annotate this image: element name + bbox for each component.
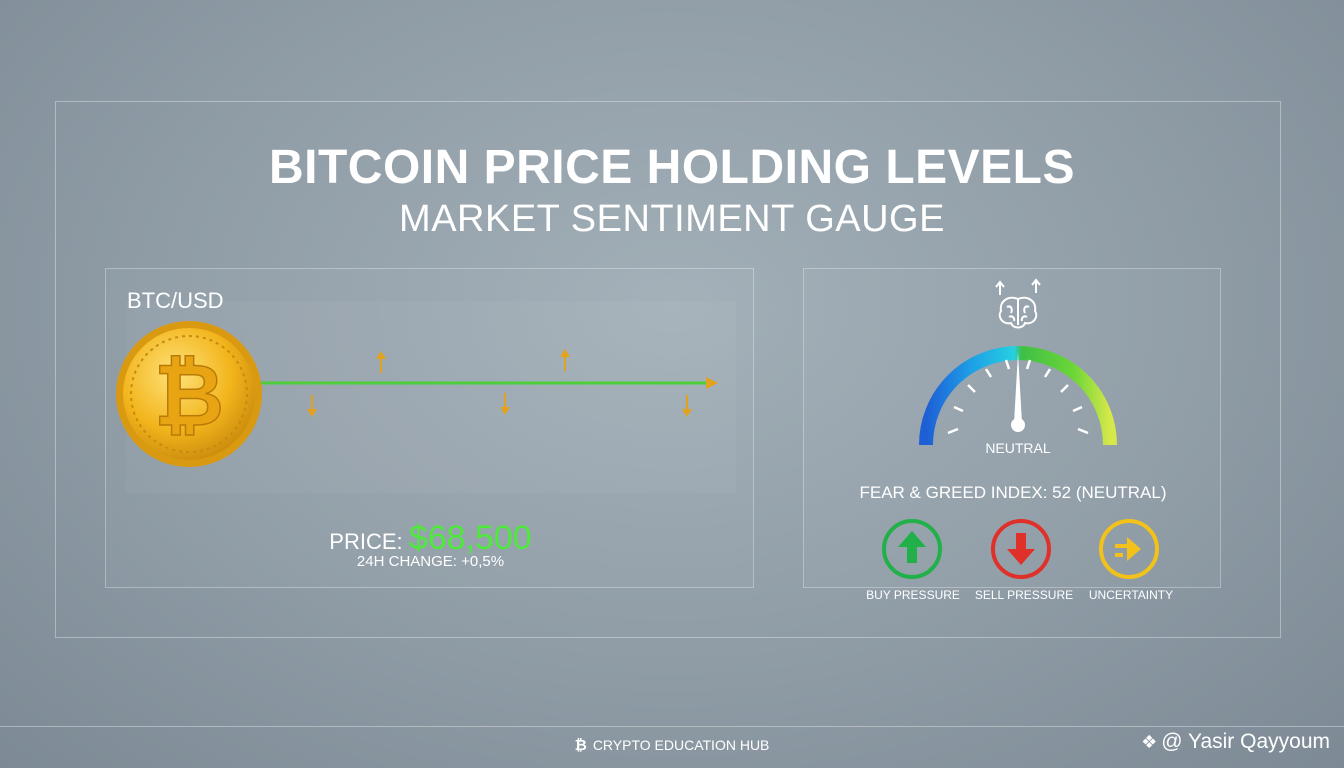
arrow-right-icon bbox=[1099, 519, 1159, 579]
sell-pressure-label: SELL PRESSURE bbox=[974, 588, 1074, 602]
down-arrow-icon bbox=[307, 395, 317, 417]
up-arrow-icon bbox=[376, 351, 386, 373]
brain-icon bbox=[995, 278, 1041, 329]
arrow-up-icon bbox=[882, 519, 942, 579]
change-readout: 24H CHANGE: +0,5% bbox=[356, 553, 505, 570]
down-arrow-icon bbox=[500, 393, 510, 415]
svg-text:₿: ₿ bbox=[154, 346, 224, 446]
indicator-buy-pressure bbox=[857, 517, 967, 581]
price-label: PRICE: bbox=[329, 529, 403, 554]
watermark-text: @ Yasir Qayyoum bbox=[1161, 730, 1330, 753]
watermark: ❖ @ Yasir Qayyoum bbox=[1141, 730, 1330, 754]
sentiment-gauge bbox=[919, 346, 1117, 446]
buy-pressure-label: BUY PRESSURE bbox=[866, 588, 960, 602]
page-title: BITCOIN PRICE HOLDING LEVELS bbox=[268, 141, 1076, 194]
arrow-down-icon bbox=[991, 519, 1051, 579]
footer-brand: ₿ CRYPTO EDUCATION HUB bbox=[0, 737, 1344, 754]
diamond-logo-icon: ❖ bbox=[1141, 732, 1158, 752]
main-frame bbox=[55, 101, 1281, 638]
gauge-hub bbox=[1011, 418, 1025, 432]
price-line-chart bbox=[256, 349, 718, 417]
pair-label: BTC/USD bbox=[127, 288, 224, 313]
bitcoin-coin-icon: ₿ bbox=[116, 321, 262, 467]
price-value: $68,500 bbox=[408, 519, 532, 557]
page-subtitle: MARKET SENTIMENT GAUGE bbox=[399, 198, 945, 240]
gauge-label: NEUTRAL bbox=[985, 440, 1051, 456]
bitcoin-symbol-icon: ₿ bbox=[574, 737, 587, 754]
footer-brand-text: CRYPTO EDUCATION HUB bbox=[592, 737, 770, 753]
uncertainty-label: UNCERTAINTY bbox=[1088, 588, 1174, 602]
price-readout: PRICE: $68,500 bbox=[106, 519, 755, 558]
footer-divider bbox=[0, 726, 1344, 727]
up-arrow-icon bbox=[560, 349, 570, 371]
down-arrow-icon bbox=[682, 395, 692, 417]
gauge-ticks bbox=[947, 359, 1089, 435]
fear-greed-index: FEAR & GREED INDEX: 52 (NEUTRAL) bbox=[859, 483, 1167, 502]
price-panel: BTC/USD bbox=[105, 268, 754, 588]
price-line-arrowhead bbox=[706, 377, 718, 389]
indicator-sell-pressure bbox=[966, 517, 1076, 581]
gauge-needle bbox=[1014, 353, 1022, 423]
indicator-uncertainty bbox=[1074, 517, 1184, 581]
sentiment-panel: NEUTRAL FEAR & GREED INDEX: 52 (NEUTRAL) bbox=[803, 268, 1221, 588]
